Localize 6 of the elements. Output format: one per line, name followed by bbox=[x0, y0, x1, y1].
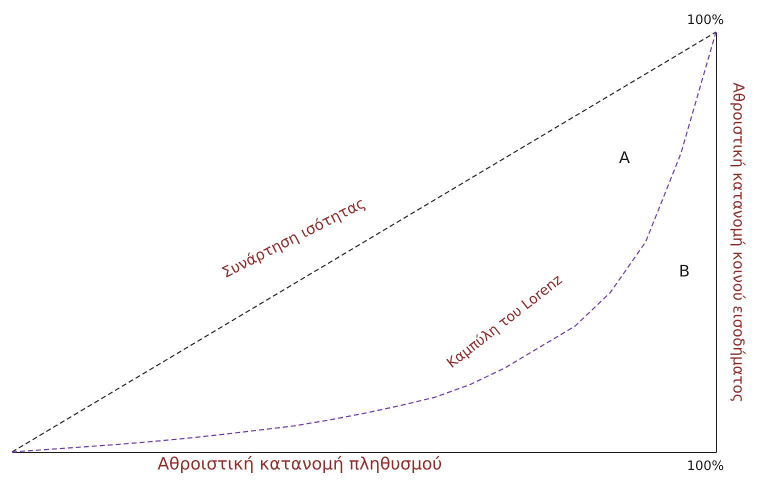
text: 100% bbox=[686, 459, 724, 474]
y-axis-title: Αθροιστική κατανομή κοινού εισοδήματος bbox=[730, 82, 748, 403]
annotation: A bbox=[619, 148, 630, 167]
annotation: B bbox=[678, 261, 690, 280]
x-axis-title: Αθροιστική κατανομή πληθυσμού bbox=[158, 454, 442, 474]
text: 100% bbox=[686, 13, 724, 28]
